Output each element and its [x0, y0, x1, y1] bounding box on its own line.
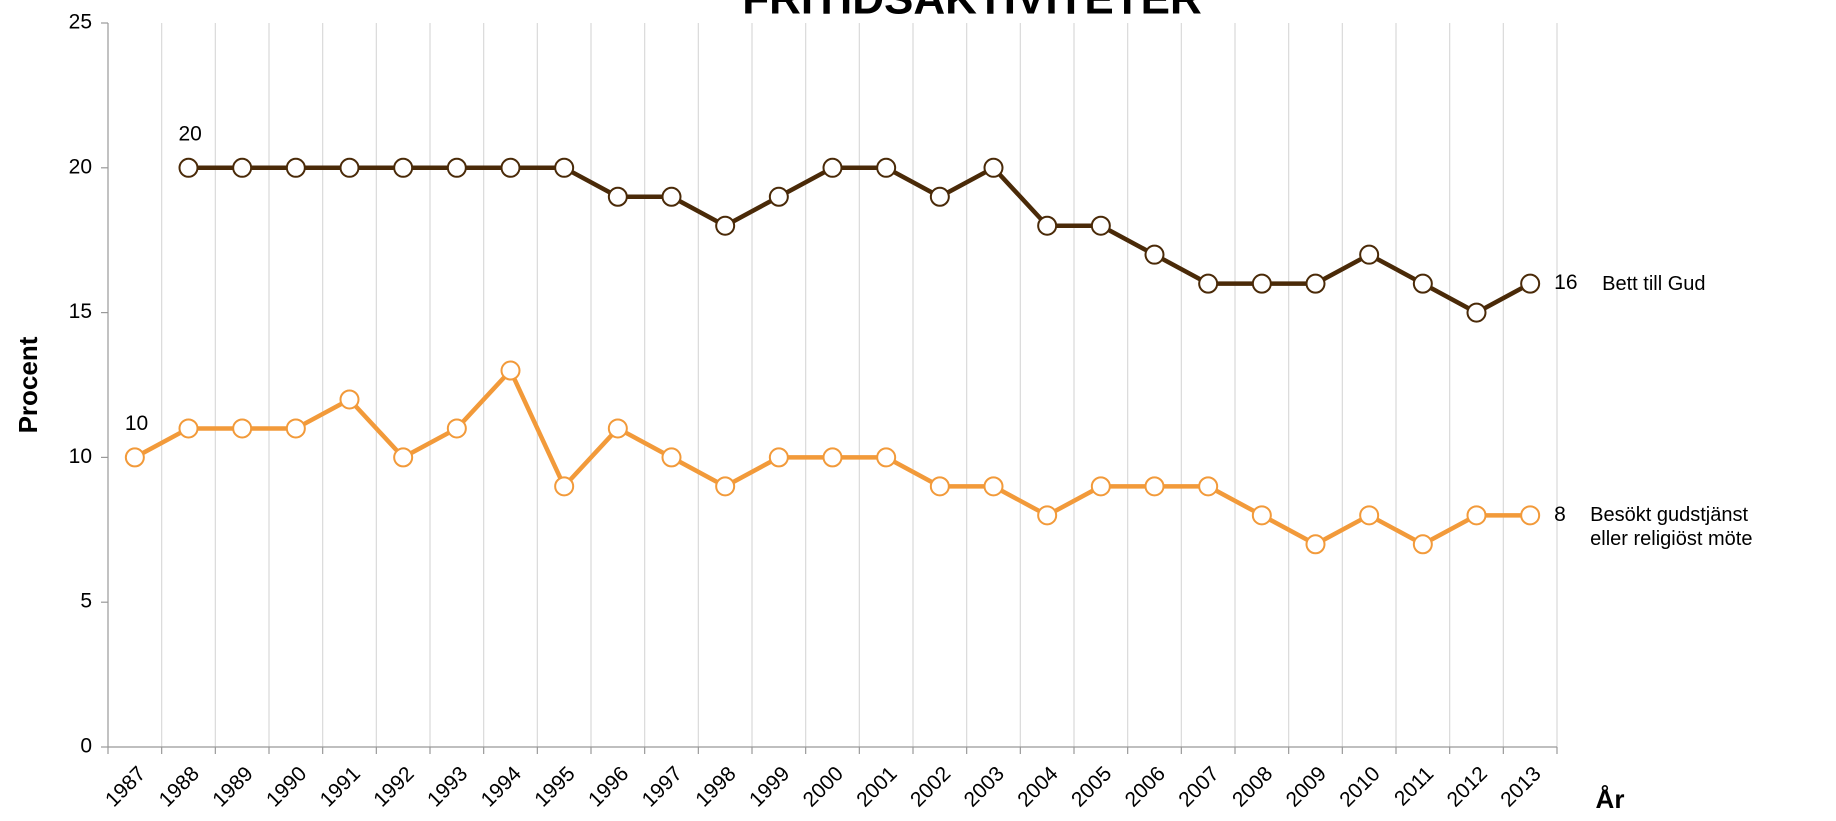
data-point: [500, 157, 521, 178]
y-tick-label: 25: [69, 11, 92, 34]
chart-title: FRITIDSAKTIVITETER: [742, 0, 1202, 24]
data-point: [929, 476, 950, 497]
data-point: [285, 418, 306, 439]
data-point: [339, 389, 360, 410]
data-point: [929, 186, 950, 207]
x-tick-label: 1993: [423, 762, 472, 811]
data-point: [1090, 215, 1111, 236]
data-point: [178, 157, 199, 178]
data-point: [1144, 476, 1165, 497]
data-point: [768, 447, 789, 468]
data-point: [1520, 505, 1541, 526]
data-point: [876, 447, 897, 468]
data-point: [1037, 215, 1058, 236]
x-tick-label: 2003: [960, 762, 1009, 811]
x-tick-label: 1998: [691, 762, 740, 811]
data-point: [1144, 244, 1165, 265]
data-point: [1090, 476, 1111, 497]
x-tick-label: 2008: [1228, 762, 1277, 811]
y-tick-label: 10: [69, 445, 92, 468]
x-tick-label: 2010: [1335, 762, 1384, 811]
series-name: Bett till Gud: [1602, 272, 1706, 295]
data-point: [1305, 534, 1326, 555]
x-tick-label: 1991: [316, 762, 365, 811]
data-point: [232, 418, 253, 439]
x-tick-label: 1996: [584, 762, 633, 811]
x-tick-label: 2011: [1390, 762, 1438, 810]
data-point: [661, 447, 682, 468]
data-point: [1520, 273, 1541, 294]
data-point: [822, 157, 843, 178]
x-tick-label: 1992: [369, 762, 418, 811]
x-tick-label: 2004: [1013, 762, 1063, 812]
x-tick-label: 2012: [1443, 762, 1492, 811]
x-tick-label: 1990: [262, 762, 311, 811]
x-tick-label: 1989: [208, 762, 257, 811]
data-point: [1198, 273, 1219, 294]
data-point: [983, 157, 1004, 178]
data-point: [285, 157, 306, 178]
y-axis-label: Procent: [13, 336, 43, 433]
data-point: [339, 157, 360, 178]
data-point: [1466, 302, 1487, 323]
data-point: [876, 157, 897, 178]
data-point: [1251, 505, 1272, 526]
data-point: [715, 215, 736, 236]
x-tick-label: 1995: [530, 762, 579, 811]
y-tick-label: 15: [69, 300, 92, 323]
data-label: 16: [1554, 271, 1577, 294]
y-tick-label: 20: [69, 155, 92, 178]
data-point: [1251, 273, 1272, 294]
data-point: [1359, 505, 1380, 526]
data-point: [232, 157, 253, 178]
y-tick-label: 0: [80, 735, 92, 758]
data-point: [1198, 476, 1219, 497]
x-tick-label: 2007: [1174, 762, 1223, 811]
data-point: [393, 447, 414, 468]
x-tick-label: 2001: [852, 762, 901, 811]
data-point: [1359, 244, 1380, 265]
data-point: [983, 476, 1004, 497]
data-point: [607, 418, 628, 439]
data-point: [1037, 505, 1058, 526]
data-point: [554, 157, 575, 178]
y-tick-label: 5: [80, 590, 92, 613]
data-point: [1412, 534, 1433, 555]
x-tick-label: 1994: [477, 762, 527, 812]
x-tick-label: 1997: [638, 762, 687, 811]
x-axis-label: År: [1596, 784, 1625, 814]
x-tick-label: 2002: [906, 762, 955, 811]
data-point: [661, 186, 682, 207]
data-point: [446, 418, 467, 439]
data-label: 10: [125, 412, 148, 435]
data-point: [500, 360, 521, 381]
data-point: [1412, 273, 1433, 294]
data-point: [393, 157, 414, 178]
x-tick-label: 1988: [155, 762, 204, 811]
x-tick-label: 1999: [745, 762, 794, 811]
data-point: [607, 186, 628, 207]
data-label: 20: [179, 122, 202, 145]
data-point: [768, 186, 789, 207]
x-tick-label: 2005: [1067, 762, 1116, 811]
data-point: [1466, 505, 1487, 526]
data-label: 8: [1554, 503, 1566, 526]
series-name: Besökt gudstjänst eller religiöst möte: [1590, 504, 1753, 551]
x-tick-label: 2006: [1121, 762, 1170, 811]
x-tick-label: 1987: [101, 762, 150, 811]
data-point: [178, 418, 199, 439]
data-point: [554, 476, 575, 497]
x-tick-label: 2000: [799, 762, 848, 811]
data-point: [124, 447, 145, 468]
data-point: [822, 447, 843, 468]
x-tick-label: 2013: [1496, 762, 1545, 811]
data-point: [446, 157, 467, 178]
x-tick-label: 2009: [1282, 762, 1331, 811]
data-point: [715, 476, 736, 497]
data-point: [1305, 273, 1326, 294]
